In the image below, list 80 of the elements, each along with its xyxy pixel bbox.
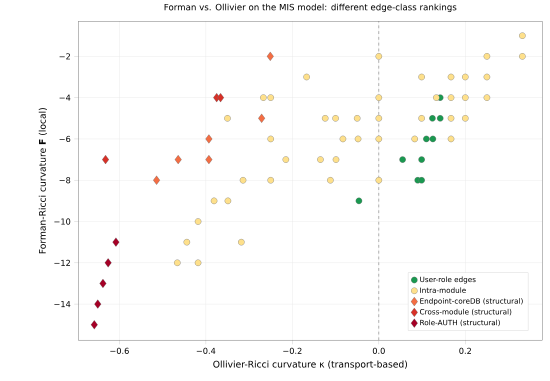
point <box>266 52 274 62</box>
point <box>153 176 160 185</box>
point <box>430 136 436 142</box>
point <box>448 74 454 80</box>
point <box>194 218 202 225</box>
point <box>224 198 232 204</box>
point <box>317 156 324 163</box>
point <box>205 155 212 164</box>
point <box>322 115 328 122</box>
x-tick-label: −0.4 <box>196 348 216 354</box>
point <box>267 177 274 184</box>
y-tick-label: −14 <box>54 301 70 308</box>
point <box>519 53 526 60</box>
point <box>99 278 106 288</box>
point <box>260 94 267 102</box>
point <box>356 198 362 204</box>
point <box>423 136 430 142</box>
point <box>267 94 274 102</box>
point <box>448 115 454 122</box>
y-axis-title: Forman-Ricci curvature F (local) <box>38 108 47 254</box>
x-axis-title: Ollivier-Ricci curvature κ (transport-based) <box>213 360 408 370</box>
x-tick-label: 0.2 <box>459 348 471 354</box>
point <box>332 115 339 122</box>
point <box>418 115 425 122</box>
x-tick-label: −0.2 <box>283 348 302 354</box>
y-tick-label: −6 <box>60 136 70 142</box>
point <box>462 115 469 122</box>
point <box>174 260 181 266</box>
point <box>399 156 406 163</box>
point <box>340 136 346 142</box>
point <box>174 155 182 164</box>
point <box>462 74 469 80</box>
point <box>94 300 102 309</box>
point <box>484 94 490 102</box>
point <box>267 136 274 142</box>
point <box>354 115 360 122</box>
point <box>194 260 202 266</box>
point <box>332 156 340 163</box>
point <box>376 136 382 142</box>
point <box>436 115 444 122</box>
point <box>90 320 98 330</box>
point <box>282 156 290 163</box>
y-tick-label: −8 <box>60 177 70 184</box>
point <box>205 134 212 144</box>
point <box>418 156 425 163</box>
point <box>376 177 382 184</box>
x-tick-label: −0.6 <box>110 348 129 354</box>
point <box>376 94 382 102</box>
point <box>354 136 362 142</box>
point <box>433 94 440 102</box>
y-tick-label: −12 <box>54 260 70 266</box>
point <box>462 94 469 102</box>
point <box>519 32 526 40</box>
point <box>411 136 418 142</box>
point <box>303 74 310 80</box>
point <box>376 53 382 60</box>
point <box>418 177 425 184</box>
point <box>240 177 246 184</box>
point <box>484 53 490 60</box>
point <box>484 74 490 80</box>
chart-title: Forman vs. Ollivier on the MIS model: different edge-class rankings <box>164 4 456 12</box>
point <box>429 115 436 122</box>
point <box>112 238 120 247</box>
y-tick-label: −2 <box>60 53 70 60</box>
point <box>418 74 425 80</box>
point <box>184 238 190 246</box>
y-tick-label: −10 <box>54 218 70 225</box>
point <box>102 155 110 164</box>
point <box>238 238 245 246</box>
point <box>448 136 454 142</box>
point <box>217 93 224 102</box>
point <box>104 258 112 268</box>
y-tick-label: −4 <box>60 94 70 101</box>
point <box>327 177 334 184</box>
x-tick-label: 0.0 <box>372 348 385 354</box>
point <box>258 114 266 123</box>
point <box>448 94 454 102</box>
point <box>224 115 231 122</box>
point <box>376 115 382 122</box>
point <box>210 198 218 204</box>
